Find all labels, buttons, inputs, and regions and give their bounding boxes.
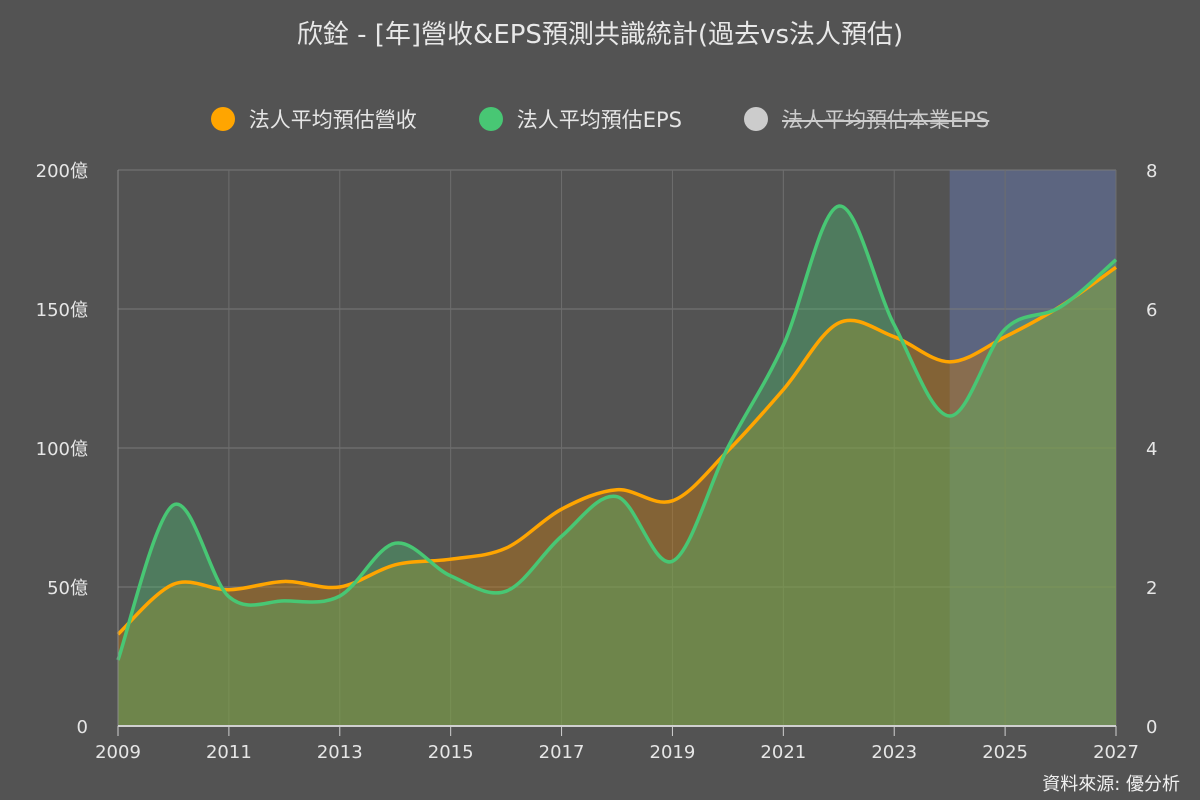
legend-item-revenue[interactable]: 法人平均預估營收	[210, 104, 417, 134]
y-right-tick: 6	[1146, 300, 1157, 321]
x-tick: 2011	[206, 742, 252, 763]
y-right-tick: 0	[1146, 717, 1157, 738]
x-tick: 2025	[982, 742, 1028, 763]
legend-label: 法人平均預估營收	[248, 108, 417, 132]
x-tick: 2017	[539, 742, 585, 763]
legend-dot-icon	[744, 107, 768, 131]
revenue-line	[116, 265, 1118, 636]
legend-dot-icon	[478, 107, 503, 131]
legend-item-core-eps[interactable]: 法人平均預估本業EPS	[744, 104, 989, 134]
y-right-tick: 8	[1146, 161, 1157, 182]
y-left-tick: 100億	[36, 439, 88, 460]
y-right-tick: 4	[1146, 439, 1157, 460]
legend-dot-icon	[210, 107, 235, 131]
x-tick: 2027	[1093, 742, 1139, 763]
legend-label: 法人平均預估本業EPS	[782, 108, 990, 132]
x-tick: 2023	[871, 742, 917, 763]
y-left-tick: 50億	[47, 578, 88, 599]
y-left-tick: 200億	[36, 161, 88, 182]
legend-label: 法人平均預估EPS	[516, 108, 682, 132]
y-left-tick: 150億	[36, 300, 88, 321]
legend-item-eps[interactable]: 法人平均預估EPS	[478, 104, 682, 134]
x-tick: 2009	[95, 742, 141, 763]
eps-area	[118, 206, 1116, 726]
y-right-tick: 2	[1146, 578, 1157, 599]
eps-line	[116, 204, 1118, 661]
x-tick: 2021	[760, 742, 806, 763]
y-left-tick: 0	[77, 717, 88, 738]
chart-legend: 法人平均預估營收 法人平均預估EPS 法人平均預估本業EPS	[0, 104, 1200, 134]
x-tick: 2015	[428, 742, 474, 763]
x-tick: 2013	[317, 742, 363, 763]
x-tick: 2019	[650, 742, 696, 763]
source-credit: 資料來源: 優分析	[1042, 774, 1180, 795]
chart-title: 欣銓 - [年]營收&EPS預測共識統計(過去vs法人預估)	[296, 20, 904, 50]
